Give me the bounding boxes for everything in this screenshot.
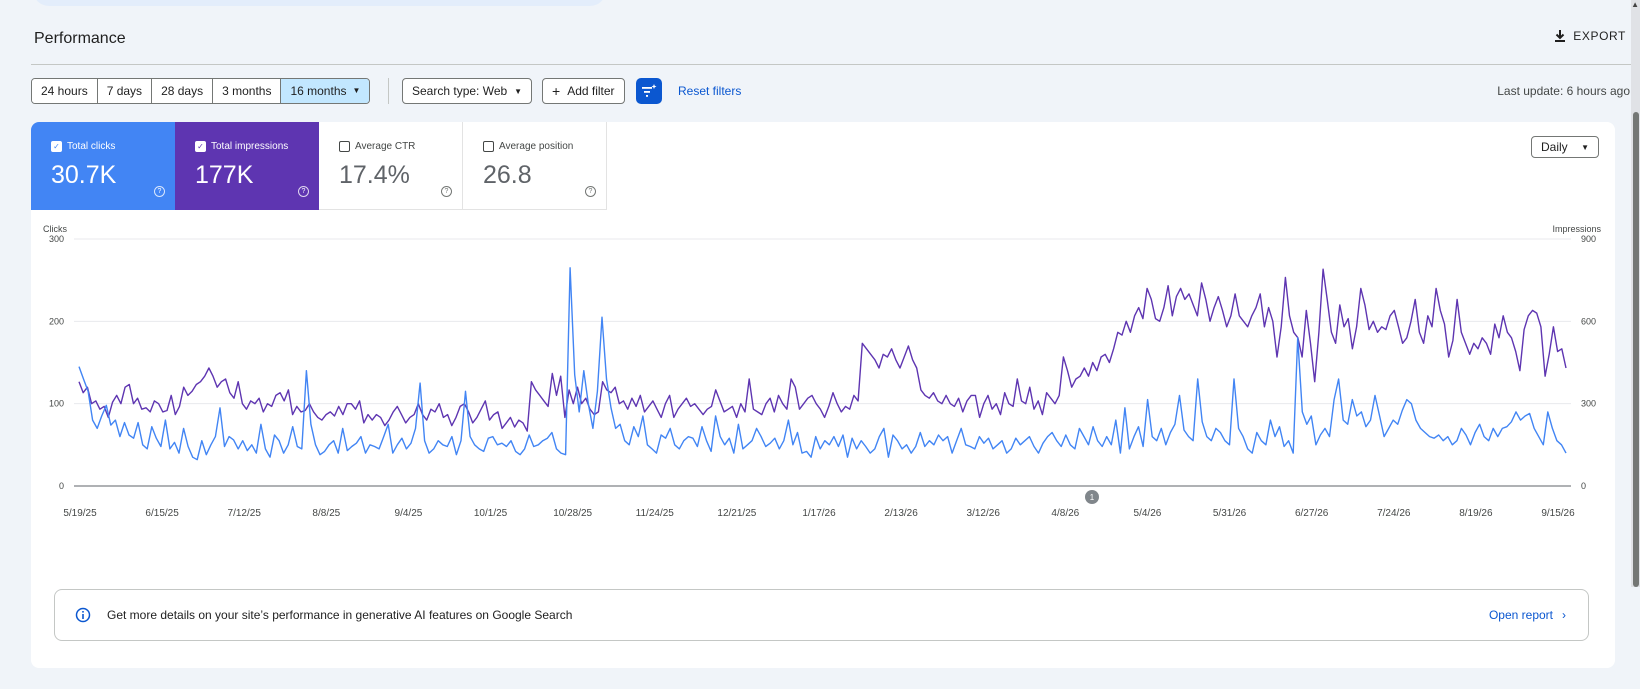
y-left-tick-label: 200 [49, 316, 64, 326]
x-tick-label: 5/31/26 [1213, 508, 1247, 519]
download-icon [1555, 30, 1566, 42]
performance-card: ✓ Total clicks 30.7K ? ✓ Total impressions… [31, 122, 1615, 668]
x-tick-label: 12/21/25 [717, 508, 756, 519]
scroll-up-arrow[interactable]: ▲ [1631, 0, 1639, 9]
chevron-right-icon: › [1562, 608, 1566, 622]
x-tick-label: 7/24/26 [1377, 508, 1411, 519]
x-tick-label: 6/27/26 [1295, 508, 1329, 519]
checkbox-checked-icon[interactable]: ✓ [51, 141, 62, 152]
range-7-days[interactable]: 7 days [97, 79, 153, 103]
x-tick-label: 8/19/26 [1459, 508, 1493, 519]
y-left-tick-label: 100 [49, 399, 64, 409]
scrollbar-thumb[interactable] [1633, 112, 1639, 587]
caret-down-icon: ▼ [1581, 142, 1589, 152]
range-28-days[interactable]: 28 days [152, 79, 214, 103]
x-tick-label: 4/8/26 [1051, 508, 1079, 519]
add-filter-label: Add filter [567, 84, 615, 98]
x-tick-label: 6/15/25 [145, 508, 179, 519]
range-16-months[interactable]: 16 months ▼ [281, 79, 370, 103]
export-label: EXPORT [1573, 29, 1626, 43]
metric-average-ctr[interactable]: Average CTR 17.4% ? [319, 122, 463, 210]
y-left-axis-label: Clicks [43, 224, 67, 234]
title-divider [31, 64, 1640, 65]
annotation-marker-label: 1 [1090, 493, 1095, 502]
x-tick-label: 11/24/25 [636, 508, 675, 519]
help-icon[interactable]: ? [441, 186, 452, 197]
search-type-label: Search type: Web [412, 84, 508, 98]
checkbox-unchecked-icon[interactable] [483, 141, 494, 152]
toolbar-separator [388, 78, 389, 104]
metric-label: Total impressions [211, 141, 289, 152]
banner-text: Get more details on your site’s performa… [107, 608, 573, 622]
y-right-tick-label: 300 [1581, 399, 1596, 409]
metric-label: Total clicks [67, 141, 116, 152]
ai-features-banner: Get more details on your site’s performa… [54, 589, 1589, 641]
metric-average-position[interactable]: Average position 26.8 ? [463, 122, 607, 210]
range-24-hours[interactable]: 24 hours [32, 79, 98, 103]
x-tick-label: 10/28/25 [553, 508, 592, 519]
plus-icon: + [552, 83, 561, 99]
metric-value: 30.7K [51, 161, 117, 189]
reset-filters-link[interactable]: Reset filters [678, 84, 742, 98]
page-title: Performance [34, 30, 126, 47]
metric-label: Average CTR [355, 141, 416, 152]
add-filter-button[interactable]: + Add filter [542, 78, 625, 104]
help-icon[interactable]: ? [154, 186, 165, 197]
metric-label-row: Average CTR [339, 141, 415, 152]
checkbox-unchecked-icon[interactable] [339, 141, 350, 152]
y-right-tick-label: 600 [1581, 316, 1596, 326]
series-line-total-clicks [78, 267, 1567, 461]
metric-total-clicks[interactable]: ✓ Total clicks 30.7K ? [31, 122, 175, 210]
range-16-months-label: 16 months [290, 84, 347, 98]
help-icon[interactable]: ? [585, 186, 596, 197]
x-tick-label: 7/12/25 [228, 508, 262, 519]
x-tick-label: 5/19/25 [63, 508, 97, 519]
caret-down-icon: ▼ [352, 86, 361, 95]
search-type-dropdown[interactable]: Search type: Web ▼ [402, 78, 533, 104]
date-range-selector: 24 hours 7 days 28 days 3 months 16 mont… [31, 78, 371, 104]
filter-settings-button[interactable] [636, 78, 662, 104]
granularity-label: Daily [1541, 140, 1568, 154]
open-report-label: Open report [1488, 608, 1553, 622]
annotation-marker [1085, 490, 1099, 504]
export-button[interactable]: EXPORT [1553, 29, 1626, 43]
x-tick-label: 9/4/25 [395, 508, 423, 519]
metric-value: 26.8 [483, 161, 532, 189]
top-strip [33, 0, 606, 6]
metric-label-row: ✓ Total clicks [51, 141, 115, 152]
metric-label-row: ✓ Total impressions [195, 141, 288, 152]
series-line-total-impressions [78, 268, 1567, 432]
x-tick-label: 10/1/25 [474, 508, 508, 519]
x-tick-label: 9/15/26 [1541, 508, 1575, 519]
y-left-tick-label: 300 [49, 234, 64, 244]
x-tick-label: 8/8/25 [312, 508, 340, 519]
x-tick-label: 2/13/26 [884, 508, 918, 519]
y-right-axis-label: Impressions [1552, 224, 1601, 234]
metric-label-row: Average position [483, 141, 573, 152]
metric-value: 17.4% [339, 161, 410, 189]
x-tick-label: 1/17/26 [802, 508, 836, 519]
range-3-months[interactable]: 3 months [213, 79, 282, 103]
x-tick-label: 5/4/26 [1134, 508, 1162, 519]
info-icon [75, 607, 91, 623]
performance-chart: 0 100 200 300 0 300 600 900 Clicks Impressions 5/1… [43, 224, 1602, 519]
x-tick-label: 3/12/26 [967, 508, 1001, 519]
metric-value: 177K [195, 161, 254, 189]
filter-sparkle-icon [642, 84, 657, 97]
y-right-tick-label: 0 [1581, 481, 1586, 491]
metric-total-impressions[interactable]: ✓ Total impressions 177K ? [175, 122, 319, 210]
last-update-text: Last update: 6 hours ago [1497, 84, 1630, 98]
granularity-dropdown[interactable]: Daily ▼ [1531, 136, 1599, 158]
checkbox-checked-icon[interactable]: ✓ [195, 141, 206, 152]
open-report-link[interactable]: Open report › [1489, 608, 1566, 622]
y-right-tick-label: 900 [1581, 234, 1596, 244]
caret-down-icon: ▼ [514, 86, 523, 96]
y-left-tick-label: 0 [59, 481, 64, 491]
help-icon[interactable]: ? [298, 186, 309, 197]
metric-label: Average position [499, 141, 574, 152]
